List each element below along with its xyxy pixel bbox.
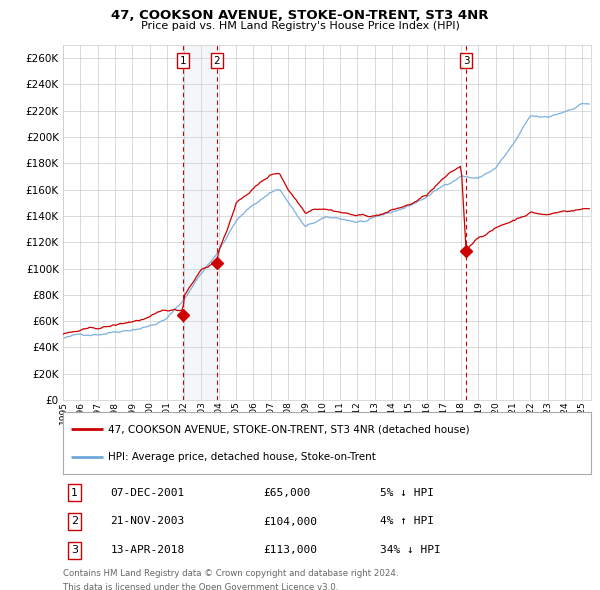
- Text: Price paid vs. HM Land Registry's House Price Index (HPI): Price paid vs. HM Land Registry's House …: [140, 21, 460, 31]
- Text: £104,000: £104,000: [263, 516, 317, 526]
- Text: 34% ↓ HPI: 34% ↓ HPI: [380, 545, 440, 555]
- Text: 4% ↑ HPI: 4% ↑ HPI: [380, 516, 434, 526]
- Text: 47, COOKSON AVENUE, STOKE-ON-TRENT, ST3 4NR: 47, COOKSON AVENUE, STOKE-ON-TRENT, ST3 …: [111, 9, 489, 22]
- Text: HPI: Average price, detached house, Stoke-on-Trent: HPI: Average price, detached house, Stok…: [108, 451, 376, 461]
- Text: £113,000: £113,000: [263, 545, 317, 555]
- Text: 1: 1: [71, 487, 78, 497]
- Text: 13-APR-2018: 13-APR-2018: [110, 545, 185, 555]
- Text: 5% ↓ HPI: 5% ↓ HPI: [380, 487, 434, 497]
- Text: 47, COOKSON AVENUE, STOKE-ON-TRENT, ST3 4NR (detached house): 47, COOKSON AVENUE, STOKE-ON-TRENT, ST3 …: [108, 424, 470, 434]
- Text: £65,000: £65,000: [263, 487, 311, 497]
- Text: 1: 1: [179, 56, 186, 65]
- Text: 07-DEC-2001: 07-DEC-2001: [110, 487, 185, 497]
- Text: 3: 3: [463, 56, 470, 65]
- Bar: [183, 45, 217, 400]
- Text: 2: 2: [214, 56, 220, 65]
- Text: 2: 2: [71, 516, 78, 526]
- Text: Contains HM Land Registry data © Crown copyright and database right 2024.: Contains HM Land Registry data © Crown c…: [63, 569, 398, 578]
- Text: 21-NOV-2003: 21-NOV-2003: [110, 516, 185, 526]
- Text: 3: 3: [71, 545, 78, 555]
- Text: This data is licensed under the Open Government Licence v3.0.: This data is licensed under the Open Gov…: [63, 583, 338, 590]
